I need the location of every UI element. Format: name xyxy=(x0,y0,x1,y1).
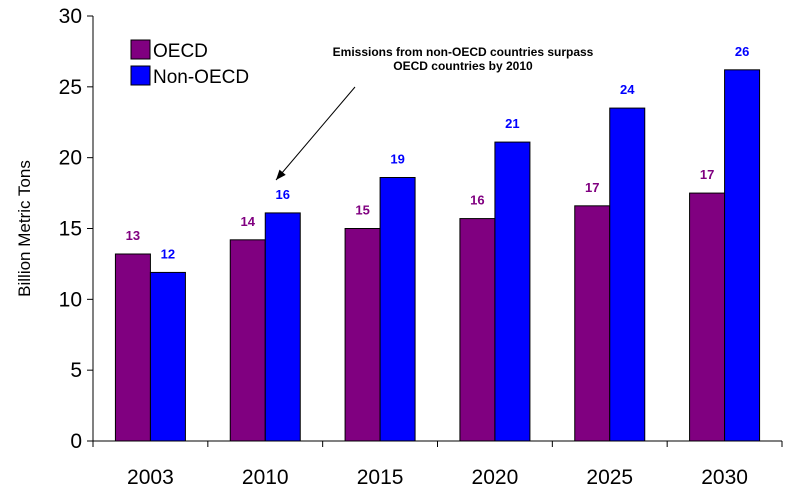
data-label-oecd: 17 xyxy=(585,180,599,195)
data-label-non-oecd: 21 xyxy=(505,116,519,131)
x-tick-label: 2010 xyxy=(242,466,289,489)
data-label-oecd: 14 xyxy=(241,214,256,229)
annotation-text: Emissions from non-OECD countries surpas… xyxy=(333,45,594,59)
y-tick-label: 5 xyxy=(70,359,82,382)
data-label-non-oecd: 12 xyxy=(161,246,175,261)
bars xyxy=(114,69,761,442)
bar-oecd-2020 xyxy=(459,218,496,442)
annotation-text: OECD countries by 2010 xyxy=(393,59,533,73)
data-label-oecd: 13 xyxy=(126,228,140,243)
data-label-oecd: 17 xyxy=(700,167,714,182)
x-tick-label: 2015 xyxy=(357,466,404,489)
bar-non-oecd-2030 xyxy=(724,69,761,442)
bar-oecd-2010 xyxy=(229,239,266,442)
annotation-arrowhead xyxy=(276,169,286,180)
legend-label-non-oecd: Non-OECD xyxy=(153,67,249,88)
data-label-non-oecd: 24 xyxy=(620,82,635,97)
data-label-oecd: 15 xyxy=(355,203,369,218)
annotation: Emissions from non-OECD countries surpas… xyxy=(275,45,594,181)
bar-non-oecd-2020 xyxy=(494,141,531,442)
legend: OECD Non-OECD xyxy=(130,39,249,88)
y-tick-label: 20 xyxy=(59,147,82,170)
y-tick-label: 30 xyxy=(59,5,82,28)
bar-non-oecd-2010 xyxy=(264,212,301,442)
y-axis-title: Billion Metric Tons xyxy=(15,160,34,297)
y-tick-label: 25 xyxy=(59,76,82,99)
x-tick-label: 2020 xyxy=(472,466,519,489)
x-tick-label: 2025 xyxy=(586,466,633,489)
data-label-non-oecd: 16 xyxy=(276,187,290,202)
legend-label-oecd: OECD xyxy=(153,41,208,62)
bar-non-oecd-2025 xyxy=(609,107,646,442)
annotation-arrow-line xyxy=(275,86,356,181)
bar-oecd-2015 xyxy=(344,228,381,442)
legend-swatch-non-oecd xyxy=(130,65,151,86)
y-tick-label: 15 xyxy=(59,218,82,241)
data-label-oecd: 16 xyxy=(470,193,484,208)
legend-swatch-oecd xyxy=(130,39,151,60)
y-tick-label: 10 xyxy=(59,288,82,311)
data-label-non-oecd: 19 xyxy=(390,152,404,167)
x-tick-label: 2003 xyxy=(127,466,174,489)
bar-non-oecd-2003 xyxy=(149,271,186,442)
data-labels: 13 14 15 16 17 17 12 16 19 21 24 26 xyxy=(126,44,750,262)
x-tick-label: 2030 xyxy=(701,466,748,489)
bar-oecd-2030 xyxy=(689,192,726,442)
data-label-non-oecd: 26 xyxy=(735,44,749,59)
bar-oecd-2003 xyxy=(114,253,151,442)
y-tick-label: 0 xyxy=(70,430,82,453)
bar-non-oecd-2015 xyxy=(379,177,416,442)
bar-oecd-2025 xyxy=(574,205,611,442)
